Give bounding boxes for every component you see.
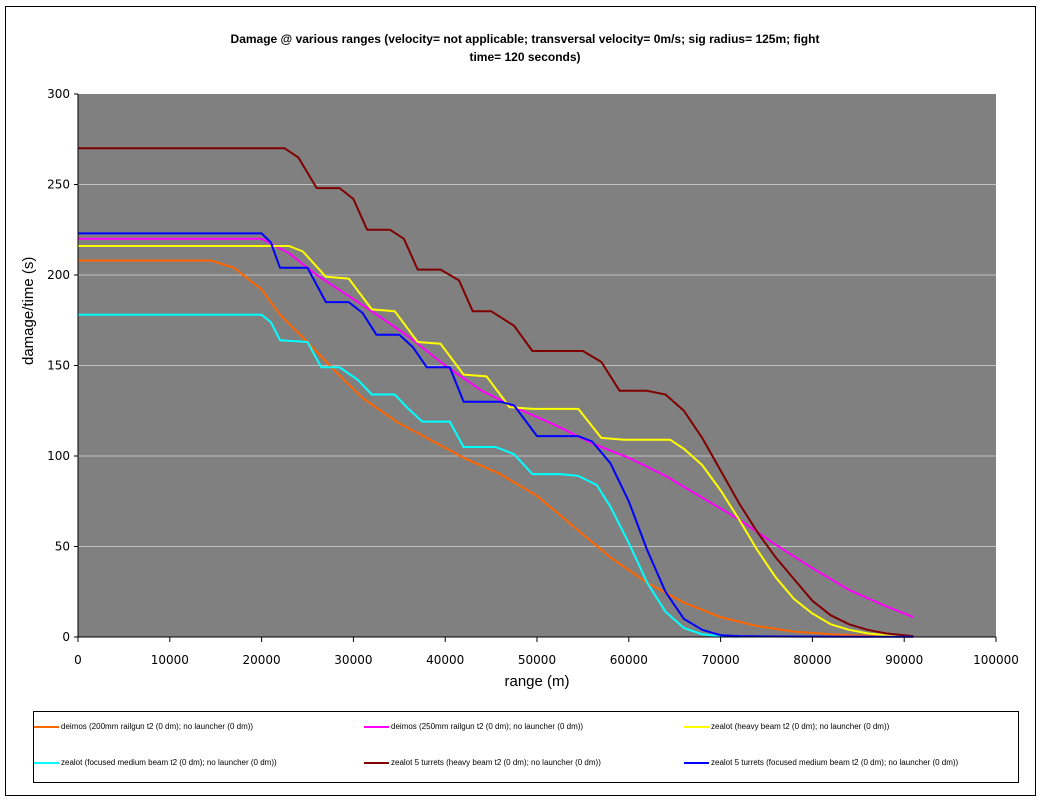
legend-item: zealot 5 turrets (focused medium beam t2… (684, 758, 958, 767)
x-tick-label: 100000 (973, 653, 1019, 667)
x-tick-label: 40000 (426, 653, 464, 667)
legend-item: deimos (200mm railgun t2 (0 dm); no laun… (34, 722, 253, 731)
axes: 0 50 100 150 200 250 300 0 10000 20000 30000 40000 5… (47, 87, 1019, 667)
y-tick-label: 0 (62, 630, 70, 644)
x-tick-label: 30000 (334, 653, 372, 667)
series-line-3 (78, 245, 914, 638)
chart-title: Damage @ various ranges (velocity= not a… (150, 30, 900, 66)
legend-swatch (34, 725, 59, 728)
y-tick-label: 300 (47, 87, 70, 101)
legend-label: zealot 5 turrets (heavy beam t2 (0 dm); … (391, 758, 601, 767)
series-line-5 (78, 147, 914, 638)
x-tick-label: 20000 (243, 653, 281, 667)
legend-label: zealot 5 turrets (focused medium beam t2… (711, 758, 959, 767)
legend-label: zealot (focused medium beam t2 (0 dm); n… (61, 758, 277, 767)
y-tick-label: 250 (47, 178, 70, 192)
chart-title-line-2: time= 120 seconds) (469, 50, 581, 64)
legend-item: zealot (heavy beam t2 (0 dm); no launche… (684, 722, 889, 731)
series-line-6 (78, 232, 914, 638)
legend-swatch (684, 761, 709, 764)
legend-swatch (364, 761, 389, 764)
y-tick-label: 100 (47, 449, 70, 463)
x-tick-label: 60000 (610, 653, 648, 667)
legend: deimos (200mm railgun t2 (0 dm); no laun… (33, 711, 1019, 783)
series-line-1 (78, 259, 914, 638)
series-line-4 (78, 313, 740, 638)
legend-item: deimos (250mm railgun t2 (0 dm); no laun… (364, 722, 583, 731)
y-tick-label: 200 (47, 268, 70, 282)
x-tick-label: 50000 (518, 653, 556, 667)
x-tick-label: 0 (74, 653, 82, 667)
y-tick-label: 50 (55, 540, 70, 554)
legend-swatch (34, 761, 59, 764)
legend-label: deimos (200mm railgun t2 (0 dm); no laun… (61, 722, 254, 731)
x-tick-label: 90000 (885, 653, 923, 667)
chart-title-line-1: Damage @ various ranges (velocity= not a… (230, 32, 820, 46)
x-tick-label: 80000 (793, 653, 831, 667)
gridlines (78, 184, 996, 547)
x-axis-label: range (m) (504, 673, 570, 690)
series-group (78, 147, 914, 638)
legend-item: zealot (focused medium beam t2 (0 dm); n… (34, 758, 277, 767)
legend-swatch (684, 725, 709, 728)
x-tick-label: 10000 (151, 653, 189, 667)
legend-item: zealot 5 turrets (heavy beam t2 (0 dm); … (364, 758, 601, 767)
y-axis-label: damage/time (s) (20, 256, 37, 365)
series-line-2 (78, 237, 914, 619)
y-tick-label: 150 (47, 359, 70, 373)
legend-label: zealot (heavy beam t2 (0 dm); no launche… (711, 722, 890, 731)
legend-swatch (364, 725, 389, 728)
x-tick-label: 70000 (702, 653, 740, 667)
legend-label: deimos (250mm railgun t2 (0 dm); no laun… (391, 722, 584, 731)
